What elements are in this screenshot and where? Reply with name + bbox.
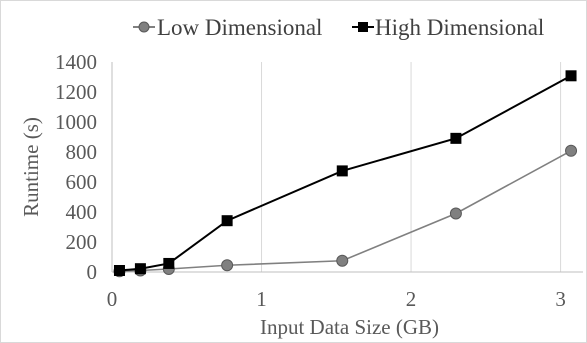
point-high-dimensional-6 (565, 70, 577, 82)
y-tick-600: 600 (66, 170, 98, 194)
y-tick-0: 0 (87, 260, 98, 284)
y-tick-800: 800 (66, 140, 98, 164)
legend-item-low-dimensional: Low Dimensional (133, 15, 322, 40)
x-tick-3: 3 (555, 287, 566, 311)
series-low-dimensional (113, 144, 578, 278)
y-axis-title: Runtime (s) (19, 117, 43, 217)
y-tick-1200: 1200 (55, 80, 97, 104)
point-high-dimensional-2 (163, 257, 175, 269)
x-tick-0: 0 (107, 287, 118, 311)
point-low-dimensional-6 (565, 144, 578, 157)
series-high-dimensional (113, 70, 577, 276)
legend-marker-low-dimensional (138, 21, 150, 33)
y-tick-1400: 1400 (55, 50, 97, 74)
y-tick-1000: 1000 (55, 110, 97, 134)
legend-label-high-dimensional: High Dimensional (375, 15, 544, 40)
point-high-dimensional-4 (336, 165, 348, 177)
y-tick-200: 200 (66, 230, 98, 254)
x-tick-1: 1 (256, 287, 267, 311)
legend-label-low-dimensional: Low Dimensional (157, 15, 322, 40)
point-low-dimensional-3 (221, 259, 234, 272)
axes (111, 62, 583, 273)
legend-marker-high-dimensional (358, 22, 368, 32)
point-high-dimensional-3 (221, 215, 233, 227)
x-axis-title: Input Data Size (GB) (260, 315, 439, 339)
x-tick-2: 2 (406, 287, 417, 311)
tick-labels: 0 200 400 600 800 1000 1200 1400 0 1 2 3 (55, 50, 566, 311)
legend-item-high-dimensional: High Dimensional (352, 15, 544, 40)
series-layer (113, 70, 578, 278)
point-high-dimensional-1 (134, 263, 146, 275)
y-tick-400: 400 (66, 200, 98, 224)
point-high-dimensional-0 (113, 265, 125, 276)
point-high-dimensional-5 (450, 132, 462, 144)
grid (261, 62, 562, 272)
point-low-dimensional-4 (336, 254, 349, 267)
point-low-dimensional-5 (449, 207, 462, 220)
legend: Low Dimensional High Dimensional (133, 15, 544, 40)
